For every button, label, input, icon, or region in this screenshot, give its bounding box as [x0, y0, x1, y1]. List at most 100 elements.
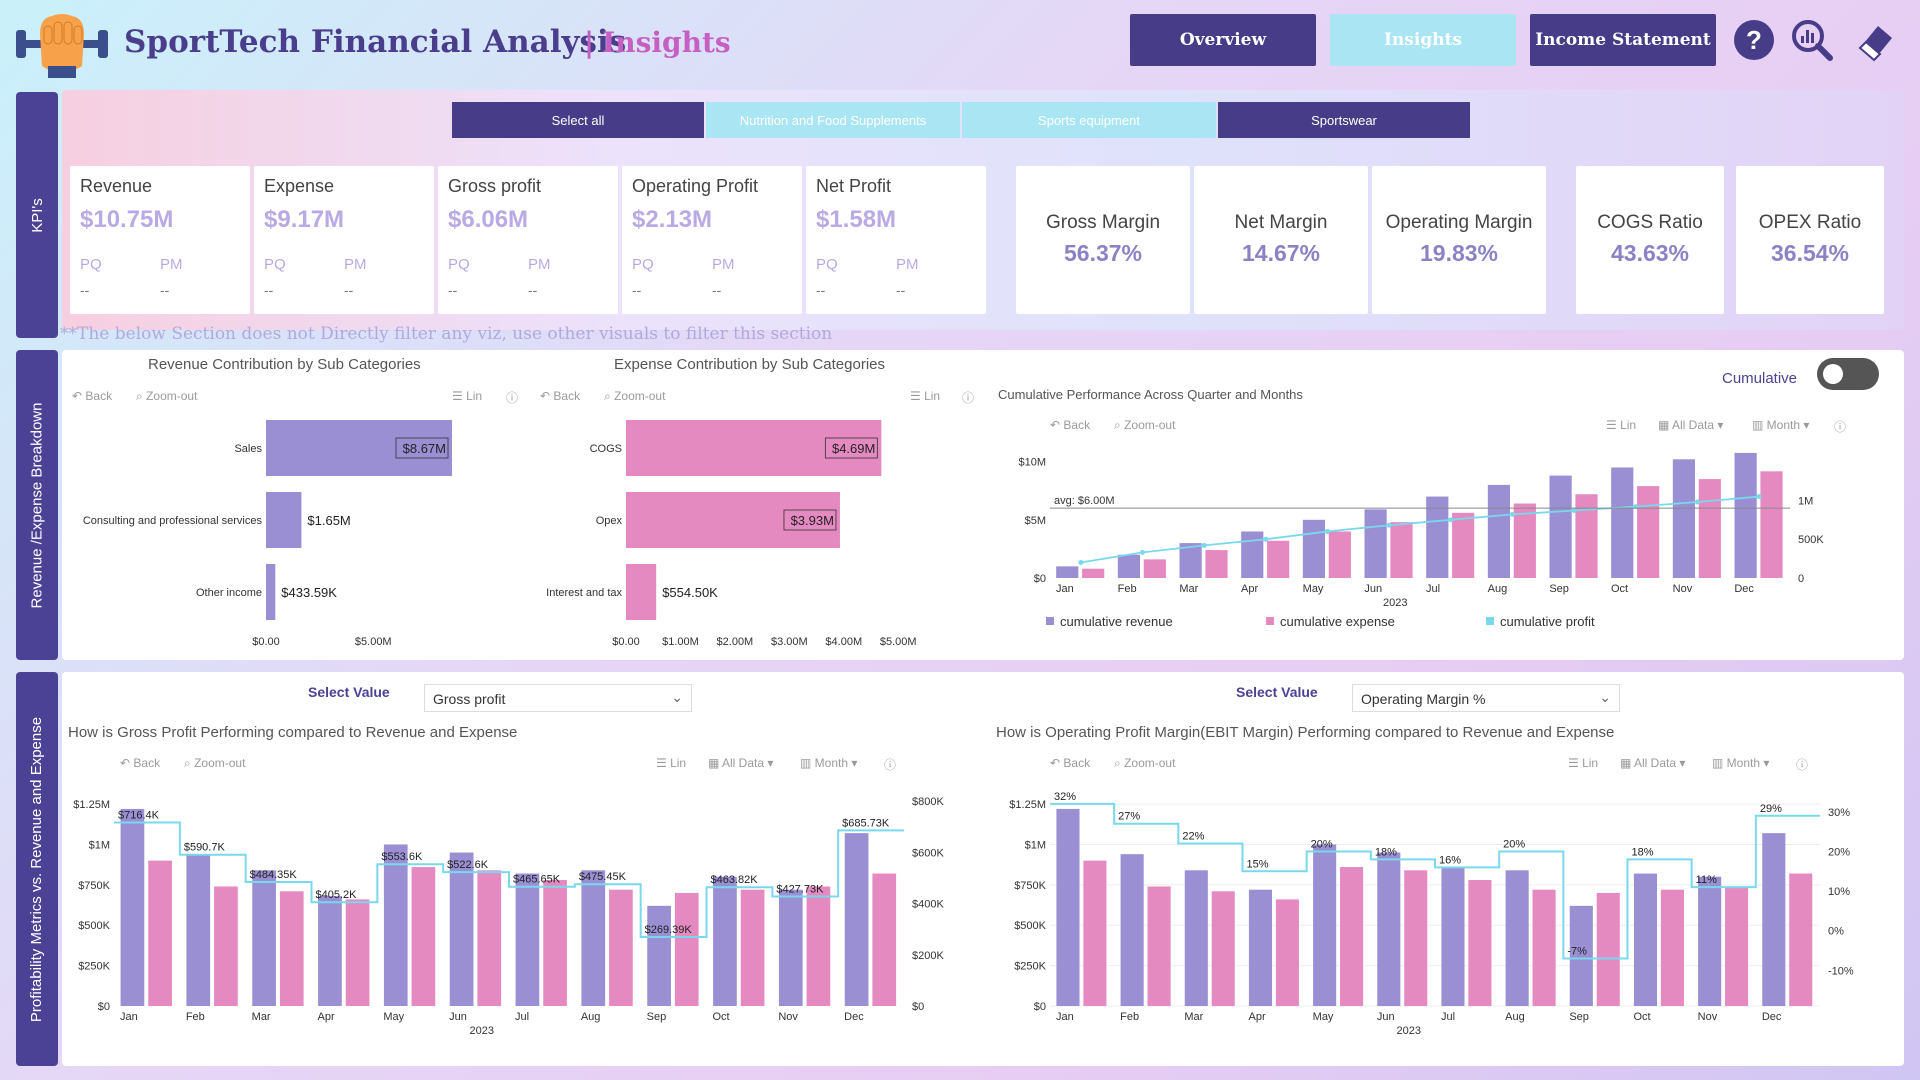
expense-bar — [543, 880, 567, 1006]
chart-help-icon[interactable]: ⓘ — [1834, 420, 1847, 434]
chart-help-icon[interactable]: ⓘ — [884, 758, 897, 772]
expense-bar — [1340, 867, 1364, 1006]
linear-scale-button[interactable]: ☰ Lin — [452, 389, 483, 403]
revenue-bar — [1441, 867, 1465, 1006]
kpi-card-expense: Expense $9.17M PQ PM -- -- — [254, 166, 434, 314]
bar — [266, 420, 453, 476]
line-data-label: 22% — [1182, 831, 1204, 843]
kpi-pm-value: -- — [160, 282, 170, 298]
line-data-label: 32% — [1054, 791, 1076, 803]
nav-income-statement-button[interactable]: Income Statement — [1530, 14, 1716, 66]
back-button[interactable]: ↶ Back — [1050, 756, 1091, 770]
cumulative-toggle[interactable] — [1817, 358, 1879, 390]
nav-overview-button[interactable]: Overview — [1130, 14, 1316, 66]
y2-tick-label: 20% — [1828, 846, 1850, 858]
data-label: $433.59K — [281, 585, 337, 600]
operating-margin-dropdown[interactable]: Operating Margin % ⌄ — [1352, 684, 1620, 712]
expense-bar — [1513, 503, 1536, 578]
kpi-pq-label: PQ — [80, 256, 102, 273]
line-data-label: 18% — [1632, 846, 1654, 858]
revenue-bar — [1248, 889, 1273, 1006]
kpi-title: Revenue — [80, 176, 153, 196]
x-tick-label: $0.00 — [612, 636, 640, 648]
expense-bar — [674, 892, 699, 1006]
expense-bar — [740, 889, 765, 1006]
revenue-bar — [1302, 519, 1326, 578]
chart-help-icon[interactable]: ⓘ — [962, 391, 975, 405]
kpi-value: $2.13M — [632, 206, 713, 233]
month-dropdown[interactable]: ▥ Month ▾ — [1712, 756, 1770, 770]
zoom-out-button[interactable]: ⌕ Zoom-out — [604, 389, 666, 403]
x-tick-label: Mar — [252, 1011, 271, 1023]
zoom-out-button[interactable]: ⌕ Zoom-out — [1114, 418, 1176, 432]
all-data-dropdown[interactable]: ▦ All Data ▾ — [1658, 418, 1724, 432]
x-tick-label: $1.00M — [662, 636, 699, 648]
slicer-sports-equipment[interactable]: Sports equipment — [962, 102, 1216, 138]
y-tick-label: $0 — [1034, 573, 1046, 585]
kpi-value: $6.06M — [448, 206, 529, 233]
back-button[interactable]: ↶ Back — [120, 756, 161, 770]
line-data-label: 15% — [1247, 858, 1269, 870]
help-icon[interactable]: ? — [1732, 18, 1776, 62]
back-button[interactable]: ↶ Back — [72, 389, 113, 403]
y-tick-label: $750K — [1014, 880, 1046, 892]
kpi-pm-label: PM — [528, 256, 551, 273]
y-tick-label: $250K — [78, 961, 110, 973]
linear-scale-button[interactable]: ☰ Lin — [1568, 756, 1599, 770]
data-label: $3.93M — [791, 513, 834, 528]
kpi-card-net-profit: Net Profit $1.58M PQ PM -- -- — [806, 166, 986, 314]
zoom-out-button[interactable]: ⌕ Zoom-out — [1114, 756, 1176, 770]
zoom-chart-icon[interactable] — [1790, 18, 1834, 62]
x-tick-label: May — [383, 1011, 404, 1023]
chart-help-icon[interactable]: ⓘ — [506, 391, 519, 405]
back-button[interactable]: ↶ Back — [540, 389, 581, 403]
all-data-dropdown[interactable]: ▦ All Data ▾ — [1620, 756, 1686, 770]
y-tick-label: $0 — [98, 1001, 110, 1013]
linear-scale-button[interactable]: ☰ Lin — [656, 756, 687, 770]
ratio-card-net-margin: Net Margin 14.67% — [1194, 166, 1368, 314]
legend-label: cumulative revenue — [1060, 614, 1173, 629]
chart-help-icon[interactable]: ⓘ — [1796, 758, 1809, 772]
slicer-nutrition[interactable]: Nutrition and Food Supplements — [706, 102, 960, 138]
linear-scale-button[interactable]: ☰ Lin — [910, 389, 941, 403]
x-tick-label: Apr — [1241, 583, 1258, 595]
zoom-out-button[interactable]: ⌕ Zoom-out — [136, 389, 198, 403]
line-data-label: 11% — [1696, 874, 1717, 886]
slicer-select-all[interactable]: Select all — [452, 102, 704, 138]
x-tick-label: Dec — [1762, 1011, 1782, 1023]
ratio-card-operating-margin: Operating Margin 19.83% — [1372, 166, 1546, 314]
revenue-bar — [1633, 873, 1658, 1006]
kpi-value: $9.17M — [264, 206, 345, 233]
expense-bar — [148, 860, 172, 1006]
y-tick-label: $1.25M — [73, 799, 110, 811]
revenue-bar — [1179, 543, 1202, 578]
expense-chart-title: Expense Contribution by Sub Categories — [614, 356, 885, 373]
x-tick-label: Oct — [713, 1011, 730, 1023]
month-dropdown[interactable]: ▥ Month ▾ — [1752, 418, 1810, 432]
linear-scale-button[interactable]: ☰ Lin — [1606, 418, 1637, 432]
eraser-icon[interactable] — [1852, 18, 1896, 62]
month-dropdown[interactable]: ▥ Month ▾ — [800, 756, 858, 770]
gross-profit-dropdown[interactable]: Gross profit ⌄ — [424, 684, 692, 712]
y2-tick-label: $800K — [912, 796, 944, 808]
expense-bar — [1637, 486, 1660, 578]
nav-insights-button[interactable]: Insights — [1330, 14, 1516, 66]
x-tick-label: Jul — [515, 1011, 529, 1023]
slicer-sportswear[interactable]: Sportswear — [1218, 102, 1470, 138]
page-subtitle: | Insights — [584, 26, 731, 59]
x-tick-label: Mar — [1179, 583, 1198, 595]
zoom-out-button[interactable]: ⌕ Zoom-out — [184, 756, 246, 770]
data-label-box — [783, 509, 837, 531]
expense-bar — [1468, 880, 1492, 1006]
back-button[interactable]: ↶ Back — [1050, 418, 1091, 432]
all-data-dropdown[interactable]: ▦ All Data ▾ — [708, 756, 774, 770]
revenue-bar — [1762, 833, 1786, 1006]
expense-bar — [1452, 512, 1475, 578]
expense-bar — [1760, 471, 1783, 578]
kpi-title: Operating Profit — [632, 176, 759, 196]
operating-margin-chart: $0 $250K $500K $750K $1M $1.25M -10% 0% 10% 20% 30… — [1009, 791, 1854, 1037]
y-tick-label: $1M — [1025, 839, 1046, 851]
kpi-title: Expense — [264, 176, 335, 196]
x-tick-label: $5.00M — [880, 636, 917, 648]
ratio-value: 14.67% — [1241, 240, 1320, 266]
